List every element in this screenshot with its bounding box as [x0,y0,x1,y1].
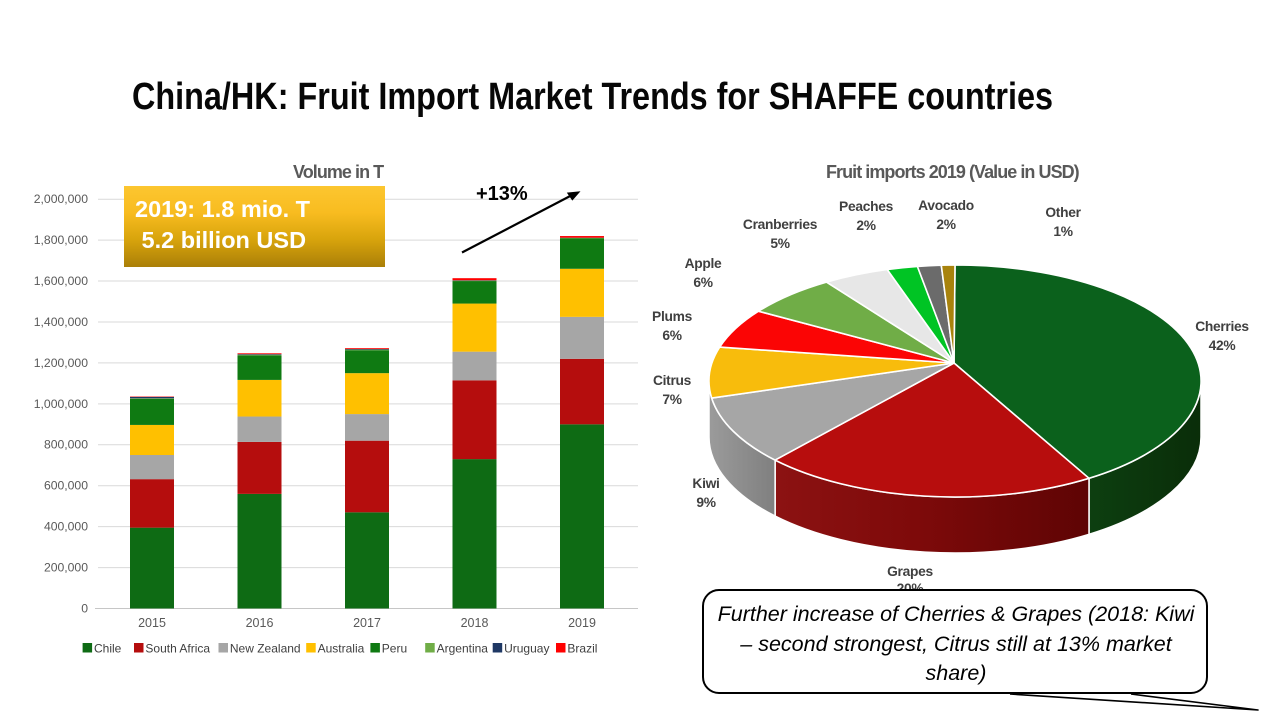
svg-text:Uruguay: Uruguay [504,642,549,656]
svg-text:1,000,000: 1,000,000 [34,397,88,411]
svg-text:2017: 2017 [353,616,381,630]
svg-text:0: 0 [81,602,88,616]
svg-text:1,800,000: 1,800,000 [34,233,88,247]
svg-text:1,400,000: 1,400,000 [34,315,88,329]
svg-text:Brazil: Brazil [567,642,597,656]
svg-text:2019: 2019 [568,616,596,630]
svg-text:Argentina: Argentina [437,642,489,656]
svg-text:2018: 2018 [461,616,489,630]
svg-text:Peru: Peru [382,642,407,656]
svg-text:Australia: Australia [318,642,365,656]
svg-text:New Zealand: New Zealand [230,642,301,656]
svg-text:200,000: 200,000 [44,561,88,575]
svg-text:400,000: 400,000 [44,520,88,534]
svg-text:1,200,000: 1,200,000 [34,356,88,370]
svg-text:600,000: 600,000 [44,479,88,493]
svg-text:2016: 2016 [246,616,274,630]
svg-text:Chile: Chile [94,642,122,656]
svg-text:South Africa: South Africa [145,642,210,656]
svg-text:2015: 2015 [138,616,166,630]
svg-text:800,000: 800,000 [44,438,88,452]
svg-text:2,000,000: 2,000,000 [34,192,88,206]
svg-text:1,600,000: 1,600,000 [34,274,88,288]
